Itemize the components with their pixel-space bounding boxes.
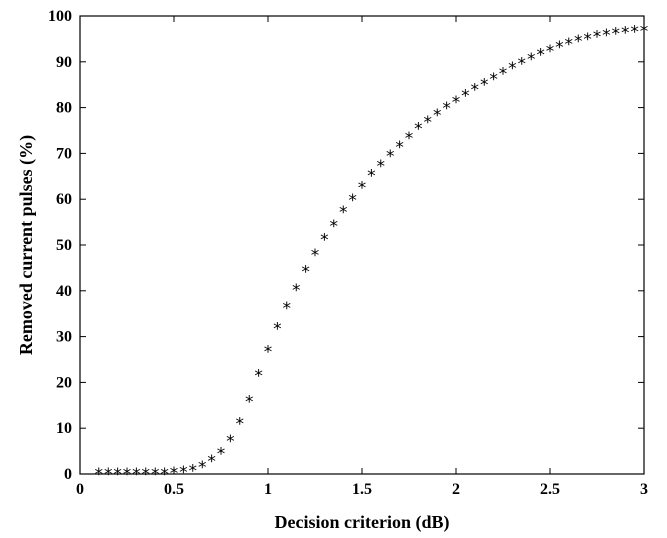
data-point: * <box>414 120 423 140</box>
data-points: * * * * * * * * * * * * * ***************** ** * * * * * * * *… <box>95 22 649 485</box>
data-point: * <box>536 45 545 65</box>
data-point: * <box>367 166 376 186</box>
data-point: * <box>480 76 489 96</box>
y-tick-label: 30 <box>56 329 72 346</box>
data-point: * <box>358 178 367 198</box>
data-point: * <box>179 463 188 483</box>
data-point: * <box>630 23 639 43</box>
data-point: * <box>395 138 404 158</box>
x-tick-label: 2.5 <box>540 481 560 498</box>
data-point: * <box>405 129 414 149</box>
x-tick-label: 3 <box>640 481 648 498</box>
data-point: * <box>527 50 536 70</box>
y-tick-label: 50 <box>56 237 72 254</box>
y-tick-label: 90 <box>56 54 72 71</box>
data-point: * <box>471 81 480 101</box>
x-tick-label: 0.5 <box>164 481 184 498</box>
data-point: * <box>433 106 442 126</box>
data-point: * <box>339 203 348 223</box>
data-point: * <box>320 231 329 251</box>
data-point: * <box>217 444 226 464</box>
data-point: * <box>226 432 235 452</box>
data-point: * <box>245 393 254 413</box>
data-point: * <box>518 55 527 75</box>
data-point: * <box>377 157 386 177</box>
x-tick-label: 1.5 <box>352 481 372 498</box>
data-point: * <box>104 465 113 485</box>
data-point: * <box>489 70 498 90</box>
y-tick-label: 70 <box>56 145 72 162</box>
data-point: * <box>301 263 310 283</box>
y-axis-title: Removed current pulses (%) <box>16 135 37 355</box>
data-point: * <box>170 464 179 484</box>
data-point: * <box>452 93 461 113</box>
axis-ticks <box>79 15 645 475</box>
y-tick-label: 40 <box>56 283 72 300</box>
data-point: * <box>189 461 198 481</box>
data-point: * <box>461 87 470 107</box>
data-point: * <box>583 30 592 50</box>
x-tick-label: 0 <box>76 481 84 498</box>
data-point: * <box>123 465 132 485</box>
data-point: * <box>292 281 301 301</box>
data-point: * <box>113 465 122 485</box>
data-point: * <box>612 24 621 44</box>
data-point: * <box>95 465 104 485</box>
data-point: * <box>160 465 169 485</box>
data-point: * <box>565 35 574 55</box>
data-point: * <box>236 415 245 435</box>
data-point: * <box>142 465 151 485</box>
data-point: * <box>386 147 395 167</box>
y-tick-label: 80 <box>56 100 72 117</box>
data-point: * <box>499 64 508 84</box>
data-point: * <box>593 28 602 48</box>
y-tick-label: 100 <box>48 8 72 25</box>
data-point: * <box>330 217 339 237</box>
data-point: * <box>508 59 517 79</box>
data-point: * <box>555 38 564 58</box>
data-point: * <box>132 465 141 485</box>
data-point: * <box>640 22 649 42</box>
data-point: * <box>621 23 630 43</box>
x-tick-label: 2 <box>452 481 460 498</box>
data-point: * <box>348 191 357 211</box>
y-tick-label: 20 <box>56 374 72 391</box>
y-tick-label: 0 <box>64 466 72 483</box>
data-point: * <box>273 319 282 339</box>
data-point: * <box>574 32 583 52</box>
x-axis-title: Decision criterion (dB) <box>275 512 450 533</box>
data-point: * <box>546 42 555 62</box>
x-tick-label: 1 <box>264 481 272 498</box>
data-point: * <box>283 299 292 319</box>
data-point: * <box>311 246 320 266</box>
data-point: * <box>151 465 160 485</box>
data-point: * <box>254 367 263 387</box>
data-point: * <box>198 458 207 478</box>
y-tick-label: 60 <box>56 191 72 208</box>
data-point: * <box>602 26 611 46</box>
y-tick-label: 10 <box>56 420 72 437</box>
data-point: * <box>442 99 451 119</box>
data-point: * <box>207 452 216 472</box>
data-point: * <box>264 342 273 362</box>
data-point: * <box>424 113 433 133</box>
